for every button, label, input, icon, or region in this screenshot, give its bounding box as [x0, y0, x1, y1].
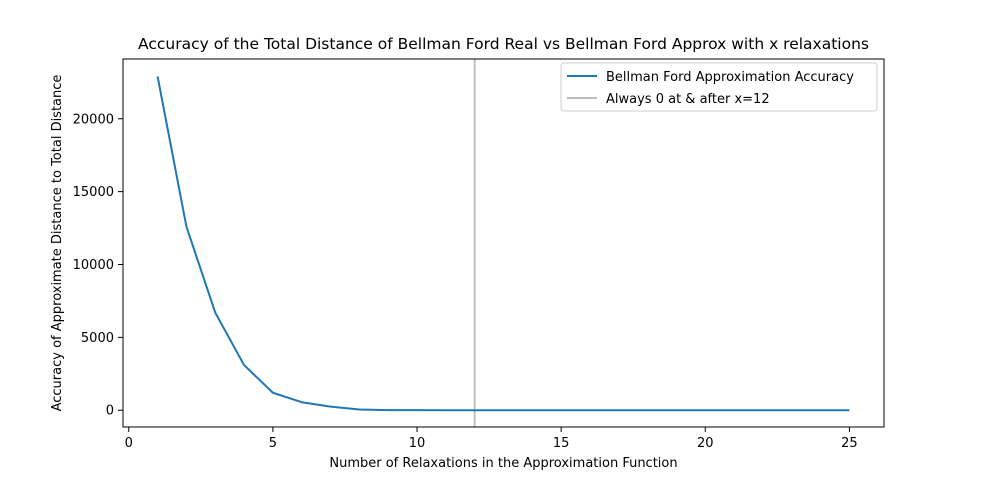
- x-tick-label: 5: [269, 436, 277, 451]
- x-tick-label: 25: [841, 436, 858, 451]
- y-tick-label: 0: [106, 404, 114, 419]
- chart-title: Accuracy of the Total Distance of Bellma…: [138, 35, 869, 53]
- y-tick-label: 5000: [81, 331, 114, 346]
- x-tick-label: 15: [553, 436, 570, 451]
- legend-label-series: Bellman Ford Approximation Accuracy: [606, 70, 854, 85]
- legend-box: [560, 62, 878, 112]
- y-tick-label: 15000: [73, 185, 114, 200]
- x-tick-label: 0: [125, 436, 133, 451]
- y-tick-label: 10000: [73, 258, 114, 273]
- x-tick-label: 10: [409, 436, 426, 451]
- x-tick-label: 20: [697, 436, 714, 451]
- x-axis-label: Number of Relaxations in the Approximati…: [329, 456, 677, 471]
- series-line: [156, 76, 850, 412]
- y-axis: 0 5000 10000 15000 20000: [73, 112, 123, 419]
- x-axis: 0 5 10 15 20 25: [125, 427, 858, 451]
- plot-frame: [122, 58, 885, 428]
- plot-area: [156, 59, 850, 427]
- y-tick-label: 20000: [73, 112, 114, 127]
- legend-label-vline: Always 0 at & after x=12: [606, 92, 770, 107]
- legend: Bellman Ford Approximation Accuracy Alwa…: [560, 62, 878, 112]
- y-axis-label: Accuracy of Approximate Distance to Tota…: [50, 75, 65, 412]
